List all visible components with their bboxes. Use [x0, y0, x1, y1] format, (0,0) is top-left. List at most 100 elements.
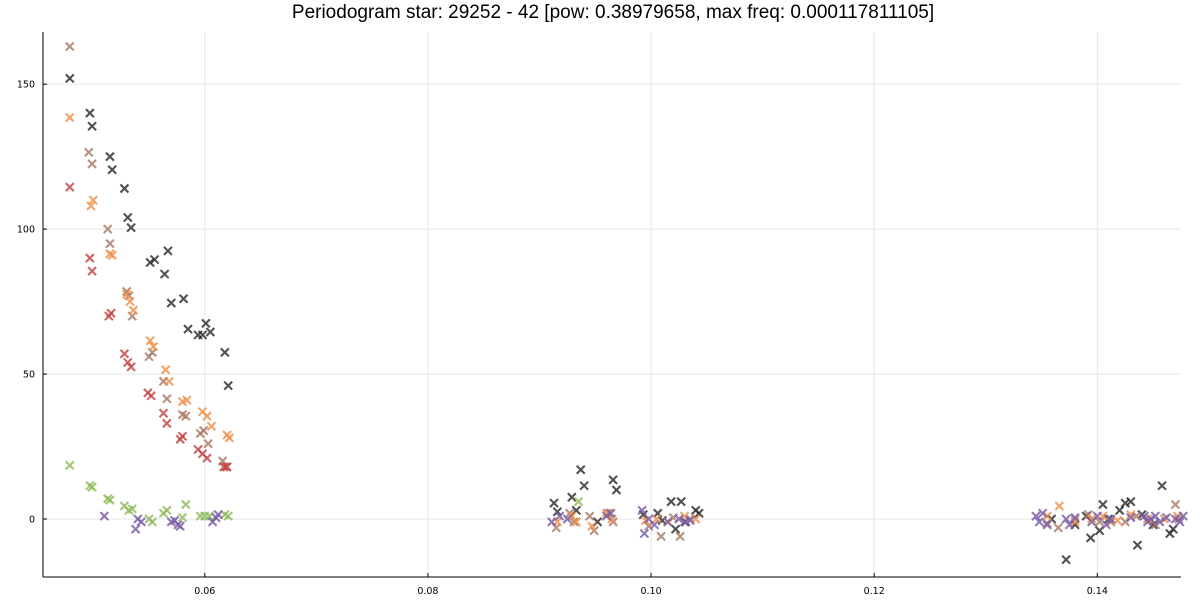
- scatter-point: [1178, 511, 1188, 521]
- scatter-point: [205, 327, 216, 337]
- scatter-point: [571, 517, 582, 527]
- scatter-point: [65, 460, 75, 471]
- scatter-point: [87, 121, 97, 131]
- scatter-point: [119, 349, 130, 359]
- scatter-point: [145, 257, 155, 268]
- scatter-point: [84, 147, 94, 158]
- scatter-point: [562, 514, 573, 524]
- scatter-point: [651, 514, 662, 524]
- scatter-point: [579, 480, 589, 491]
- scatter-point: [162, 418, 172, 429]
- series-1: [65, 73, 1178, 565]
- grid: [43, 32, 1181, 577]
- scatter-point: [130, 524, 141, 534]
- scatter-point: [1042, 520, 1052, 530]
- scatter-point: [160, 364, 171, 375]
- scatter-point: [177, 431, 188, 442]
- scatter-point: [162, 393, 172, 404]
- scatter-point: [107, 164, 117, 175]
- scatter-point: [1175, 517, 1185, 527]
- scatter-point: [220, 347, 230, 358]
- scatter-point: [105, 238, 115, 249]
- x-tick-label: 0.06: [194, 586, 215, 597]
- x-tick-label: 0.08: [417, 586, 438, 597]
- scatter-point: [123, 212, 133, 223]
- scatter-point: [87, 159, 97, 169]
- scatter-point: [175, 521, 185, 532]
- scatter-point: [105, 495, 115, 505]
- scatter-point: [182, 395, 192, 405]
- y-tick-label: 100: [17, 225, 35, 236]
- scatter-point: [663, 517, 673, 527]
- scatter-point: [102, 224, 113, 234]
- scatter-point: [146, 391, 156, 401]
- scatter-point: [1098, 499, 1108, 510]
- scatter-point: [1126, 496, 1136, 507]
- scatter-point: [1170, 514, 1181, 524]
- x-tick-labels: 0.06 0.08 0.10 0.12 0.14: [194, 586, 1108, 597]
- scatter-point: [213, 509, 223, 520]
- scatter-point: [569, 517, 579, 527]
- scatter-point: [106, 308, 116, 318]
- scatter-points: [65, 41, 1188, 565]
- scatter-point: [567, 492, 577, 503]
- scatter-point: [88, 195, 98, 205]
- scatter-point: [1105, 514, 1116, 524]
- scatter-point: [224, 433, 235, 443]
- scatter-point: [694, 508, 704, 518]
- scatter-point: [125, 296, 135, 307]
- scatter-point: [126, 222, 136, 233]
- scatter-point: [149, 254, 160, 265]
- scatter-point: [181, 411, 191, 421]
- scatter-point: [99, 511, 110, 521]
- scatter-point: [128, 305, 139, 316]
- scatter-point: [65, 41, 75, 52]
- scatter-point: [86, 201, 96, 211]
- scatter-point: [1170, 499, 1181, 510]
- scatter-point: [1112, 515, 1123, 526]
- scatter-point: [204, 511, 214, 521]
- scatter-point: [1132, 540, 1143, 550]
- scatter-point: [1034, 517, 1045, 527]
- scatter-point: [198, 425, 209, 436]
- scatter-point: [206, 421, 217, 431]
- scatter-point: [670, 524, 681, 534]
- y-tick-labels: 0 50 100 150: [17, 80, 35, 526]
- scatter-point: [1126, 512, 1136, 523]
- scatter-point: [685, 515, 695, 526]
- x-tick-label: 0.14: [1087, 586, 1108, 597]
- scatter-point: [637, 505, 647, 516]
- scatter-point: [1053, 522, 1064, 533]
- scatter-point: [1155, 517, 1165, 527]
- scatter-point: [203, 438, 213, 449]
- scatter-point: [202, 453, 212, 463]
- scatter-point: [1139, 511, 1149, 521]
- scatter-point: [218, 462, 229, 472]
- scatter-point: [197, 330, 208, 340]
- scatter-point: [177, 512, 188, 523]
- series-4: [65, 182, 232, 472]
- scatter-point: [163, 246, 173, 256]
- scatter-point: [181, 499, 191, 510]
- series-5: [65, 460, 584, 527]
- scatter-point: [576, 464, 586, 475]
- scatter-point: [85, 253, 95, 263]
- scatter-point: [1042, 511, 1052, 521]
- scatter-point: [87, 266, 97, 276]
- scatter-point: [127, 504, 137, 514]
- scatter-point: [201, 318, 211, 329]
- scatter-point: [675, 531, 685, 542]
- scatter-point: [547, 517, 557, 527]
- scatter-point: [1070, 512, 1080, 523]
- y-tick-label: 0: [29, 515, 35, 526]
- scatter-point: [159, 269, 170, 279]
- scatter-point: [639, 528, 650, 539]
- scatter-point: [601, 511, 612, 521]
- series-2: [65, 41, 1184, 542]
- scatter-point: [666, 496, 676, 507]
- scatter-point: [584, 511, 595, 521]
- scatter-point: [166, 298, 177, 308]
- scatter-point: [1064, 520, 1075, 530]
- scatter-point: [158, 408, 169, 418]
